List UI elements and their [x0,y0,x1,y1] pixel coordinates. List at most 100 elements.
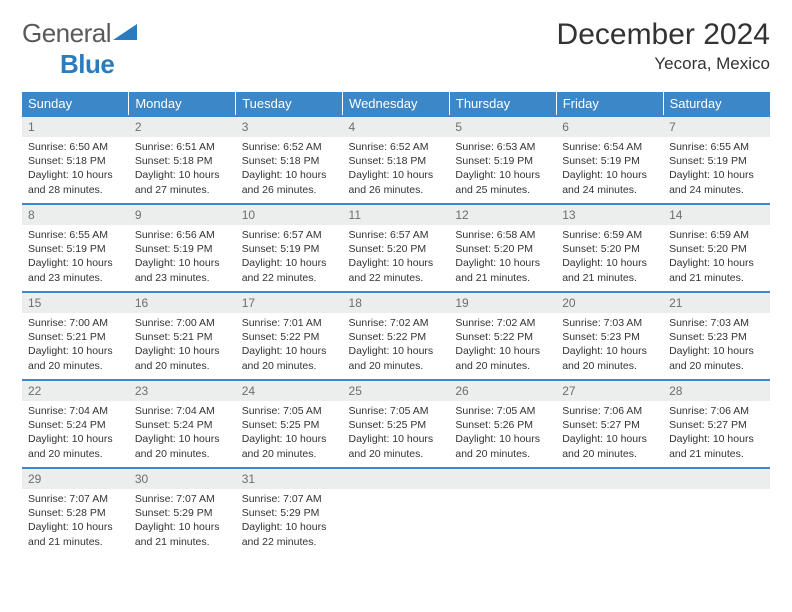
sunset-line: Sunset: 5:27 PM [562,418,657,432]
calendar-cell: 4Sunrise: 6:52 AMSunset: 5:18 PMDaylight… [343,116,450,204]
calendar-cell: 15Sunrise: 7:00 AMSunset: 5:21 PMDayligh… [22,292,129,380]
daylight-line: Daylight: 10 hours and 21 minutes. [669,432,764,460]
location: Yecora, Mexico [557,54,770,74]
daylight-line: Daylight: 10 hours and 25 minutes. [455,168,550,196]
day-number: 7 [663,117,770,137]
calendar-cell: 16Sunrise: 7:00 AMSunset: 5:21 PMDayligh… [129,292,236,380]
day-number: 30 [129,469,236,489]
day-body: Sunrise: 6:54 AMSunset: 5:19 PMDaylight:… [556,137,663,201]
day-body: Sunrise: 6:50 AMSunset: 5:18 PMDaylight:… [22,137,129,201]
sunrise-line: Sunrise: 7:04 AM [28,404,123,418]
day-number: 1 [22,117,129,137]
weekday-header: Monday [129,92,236,116]
day-number: 26 [449,381,556,401]
header: General Blue December 2024 Yecora, Mexic… [22,18,770,80]
sunset-line: Sunset: 5:23 PM [562,330,657,344]
day-body: Sunrise: 6:55 AMSunset: 5:19 PMDaylight:… [22,225,129,289]
calendar-cell: . [343,468,450,556]
sunrise-line: Sunrise: 7:07 AM [242,492,337,506]
sunset-line: Sunset: 5:18 PM [349,154,444,168]
day-number: 27 [556,381,663,401]
day-body: Sunrise: 6:59 AMSunset: 5:20 PMDaylight:… [556,225,663,289]
daylight-line: Daylight: 10 hours and 20 minutes. [455,344,550,372]
logo-triangle-icon [111,22,139,42]
sunset-line: Sunset: 5:29 PM [242,506,337,520]
daylight-line: Daylight: 10 hours and 20 minutes. [455,432,550,460]
day-body: Sunrise: 7:06 AMSunset: 5:27 PMDaylight:… [663,401,770,465]
calendar-cell: 17Sunrise: 7:01 AMSunset: 5:22 PMDayligh… [236,292,343,380]
daylight-line: Daylight: 10 hours and 21 minutes. [562,256,657,284]
day-body: Sunrise: 6:57 AMSunset: 5:20 PMDaylight:… [343,225,450,289]
sunrise-line: Sunrise: 7:06 AM [562,404,657,418]
sunrise-line: Sunrise: 6:55 AM [669,140,764,154]
sunset-line: Sunset: 5:25 PM [349,418,444,432]
sunset-line: Sunset: 5:24 PM [135,418,230,432]
calendar-row: 1Sunrise: 6:50 AMSunset: 5:18 PMDaylight… [22,116,770,204]
calendar-row: 29Sunrise: 7:07 AMSunset: 5:28 PMDayligh… [22,468,770,556]
sunset-line: Sunset: 5:24 PM [28,418,123,432]
calendar-cell: 1Sunrise: 6:50 AMSunset: 5:18 PMDaylight… [22,116,129,204]
logo-text-2: Blue [60,49,114,79]
daylight-line: Daylight: 10 hours and 20 minutes. [28,344,123,372]
daylight-line: Daylight: 10 hours and 27 minutes. [135,168,230,196]
daylight-line: Daylight: 10 hours and 20 minutes. [562,432,657,460]
calendar-table: Sunday Monday Tuesday Wednesday Thursday… [22,92,770,556]
sunrise-line: Sunrise: 6:50 AM [28,140,123,154]
daylight-line: Daylight: 10 hours and 21 minutes. [135,520,230,548]
weekday-header: Friday [556,92,663,116]
day-body: Sunrise: 7:05 AMSunset: 5:26 PMDaylight:… [449,401,556,465]
calendar-cell: 3Sunrise: 6:52 AMSunset: 5:18 PMDaylight… [236,116,343,204]
daylight-line: Daylight: 10 hours and 22 minutes. [242,256,337,284]
day-number: 20 [556,293,663,313]
day-number: 24 [236,381,343,401]
calendar-cell: 22Sunrise: 7:04 AMSunset: 5:24 PMDayligh… [22,380,129,468]
month-title: December 2024 [557,18,770,52]
day-number: 28 [663,381,770,401]
calendar-cell: 11Sunrise: 6:57 AMSunset: 5:20 PMDayligh… [343,204,450,292]
title-block: December 2024 Yecora, Mexico [557,18,770,74]
day-number: 16 [129,293,236,313]
day-body: Sunrise: 7:05 AMSunset: 5:25 PMDaylight:… [343,401,450,465]
day-body: Sunrise: 6:56 AMSunset: 5:19 PMDaylight:… [129,225,236,289]
daylight-line: Daylight: 10 hours and 24 minutes. [562,168,657,196]
weekday-header: Saturday [663,92,770,116]
sunrise-line: Sunrise: 6:52 AM [242,140,337,154]
calendar-cell: 27Sunrise: 7:06 AMSunset: 5:27 PMDayligh… [556,380,663,468]
calendar-cell: 24Sunrise: 7:05 AMSunset: 5:25 PMDayligh… [236,380,343,468]
day-body: Sunrise: 7:07 AMSunset: 5:28 PMDaylight:… [22,489,129,553]
calendar-cell: 19Sunrise: 7:02 AMSunset: 5:22 PMDayligh… [449,292,556,380]
calendar-cell: 29Sunrise: 7:07 AMSunset: 5:28 PMDayligh… [22,468,129,556]
sunset-line: Sunset: 5:19 PM [135,242,230,256]
day-body: Sunrise: 7:06 AMSunset: 5:27 PMDaylight:… [556,401,663,465]
day-body: Sunrise: 7:04 AMSunset: 5:24 PMDaylight:… [22,401,129,465]
sunset-line: Sunset: 5:22 PM [349,330,444,344]
sunrise-line: Sunrise: 7:03 AM [669,316,764,330]
sunset-line: Sunset: 5:23 PM [669,330,764,344]
day-body: Sunrise: 6:55 AMSunset: 5:19 PMDaylight:… [663,137,770,201]
day-number: 31 [236,469,343,489]
sunrise-line: Sunrise: 6:56 AM [135,228,230,242]
sunset-line: Sunset: 5:29 PM [135,506,230,520]
sunrise-line: Sunrise: 6:59 AM [562,228,657,242]
day-body: Sunrise: 7:07 AMSunset: 5:29 PMDaylight:… [236,489,343,553]
day-number: 17 [236,293,343,313]
day-number: 5 [449,117,556,137]
calendar-cell: 13Sunrise: 6:59 AMSunset: 5:20 PMDayligh… [556,204,663,292]
day-number: 18 [343,293,450,313]
calendar-cell: 8Sunrise: 6:55 AMSunset: 5:19 PMDaylight… [22,204,129,292]
calendar-cell: 31Sunrise: 7:07 AMSunset: 5:29 PMDayligh… [236,468,343,556]
day-body: Sunrise: 6:58 AMSunset: 5:20 PMDaylight:… [449,225,556,289]
day-number: 8 [22,205,129,225]
daylight-line: Daylight: 10 hours and 26 minutes. [349,168,444,196]
day-number: 21 [663,293,770,313]
calendar-cell: 12Sunrise: 6:58 AMSunset: 5:20 PMDayligh… [449,204,556,292]
sunset-line: Sunset: 5:19 PM [28,242,123,256]
sunrise-line: Sunrise: 7:02 AM [455,316,550,330]
sunrise-line: Sunrise: 6:52 AM [349,140,444,154]
calendar-cell: 10Sunrise: 6:57 AMSunset: 5:19 PMDayligh… [236,204,343,292]
calendar-cell: 5Sunrise: 6:53 AMSunset: 5:19 PMDaylight… [449,116,556,204]
sunset-line: Sunset: 5:20 PM [349,242,444,256]
calendar-cell: 9Sunrise: 6:56 AMSunset: 5:19 PMDaylight… [129,204,236,292]
sunrise-line: Sunrise: 6:51 AM [135,140,230,154]
day-number: 3 [236,117,343,137]
